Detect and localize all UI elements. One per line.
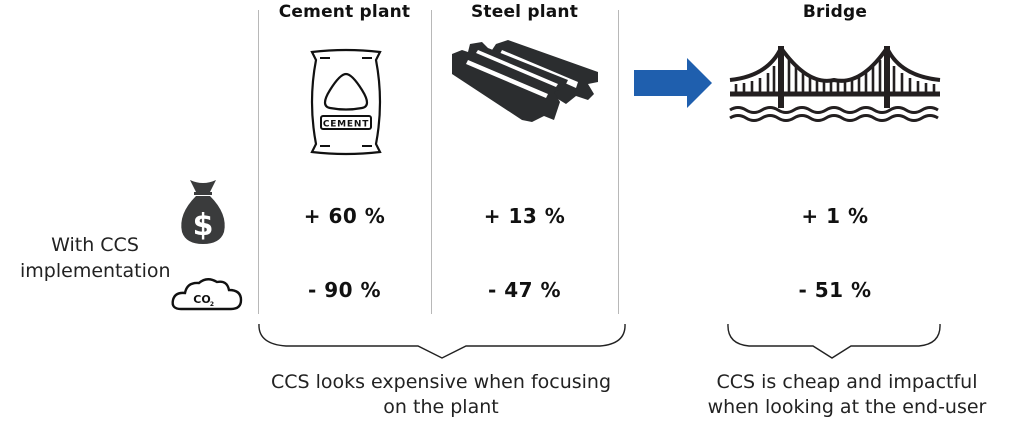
row-label: With CCS implementation (20, 232, 171, 284)
cement-emissions-value: - 90 % (307, 278, 382, 302)
left-caption-line2: on the plant (383, 396, 499, 418)
row-label-line1: With CCS (51, 234, 139, 256)
money-bag-icon: $ (181, 180, 225, 244)
divider-middle (431, 10, 432, 314)
left-caption-line1: CCS looks expensive when focusing (270, 371, 612, 393)
cement-cost-value: + 60 % (303, 204, 386, 228)
right-caption-line1: CCS is cheap and impactful (716, 371, 978, 393)
steel-cost-value: + 13 % (483, 204, 566, 228)
co2-text: CO (193, 293, 210, 306)
cement-label: CEMENT (323, 120, 369, 130)
column-title-bridge: Bridge (802, 2, 868, 22)
bridge-emissions-value: - 51 % (798, 278, 872, 302)
bridge-icon (729, 46, 941, 122)
column-title-cement: Cement plant (278, 2, 411, 22)
column-title-steel: Steel plant (470, 2, 579, 22)
steel-beams-icon (452, 40, 598, 122)
co2-cloud-icon: CO 2 (171, 278, 243, 311)
co2-subscript: 2 (210, 301, 214, 308)
svg-text:$: $ (193, 208, 214, 243)
cement-bag-icon: CEMENT (310, 48, 382, 156)
right-arrow-icon (634, 58, 712, 108)
right-brace (727, 323, 941, 359)
left-brace (258, 323, 626, 359)
row-label-line2: implementation (20, 260, 171, 282)
right-caption-line2: when looking at the end-user (707, 396, 987, 418)
steel-emissions-value: - 47 % (487, 278, 562, 302)
bridge-cost-value: + 1 % (801, 204, 869, 228)
right-caption: CCS is cheap and impactful when looking … (670, 370, 1024, 420)
left-caption: CCS looks expensive when focusing on the… (226, 370, 656, 420)
divider-right (618, 10, 619, 314)
divider-left (258, 10, 259, 314)
